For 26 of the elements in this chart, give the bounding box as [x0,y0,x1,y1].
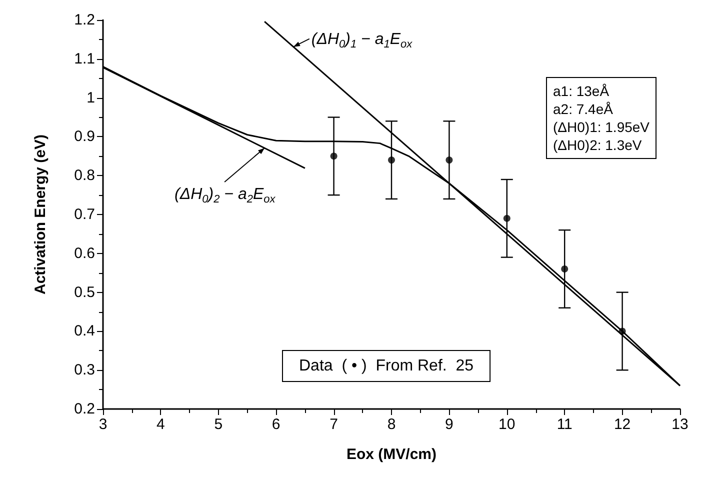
x-tick-label: 7 [330,416,338,433]
x-tick-label: 5 [214,416,223,433]
annotation: a1: 13eÅ a2: 7.4eÅ (ΔH0)1: 1.95eV (ΔH0)2: 1.3eV [553,83,650,153]
x-tick-label: 6 [272,416,280,433]
y-axis-title: Activation Energy (eV) [32,134,49,295]
y-tick-label: 0.6 [74,244,95,262]
x-tick-label: 3 [98,416,108,433]
y-tick-label: 0.8 [74,167,95,184]
y-tick-label: 0.9 [74,128,95,146]
x-tick-label: 8 [387,416,396,433]
x-tick-label: 12 [614,416,631,433]
x-tick-label: 4 [156,416,165,433]
y-tick-label: 0.2 [74,400,95,418]
y-tick-label: 0.5 [74,284,95,301]
x-tick-label: 9 [445,416,454,433]
y-tick-label: 1.1 [74,50,95,68]
y-tick-label: 0.7 [74,206,95,223]
y-tick-label: 0.3 [74,362,95,379]
y-tick-label: 1.2 [74,12,95,28]
y-tick-label: 1 [86,89,95,106]
annotation: Data ( • ) From Ref. 25 [299,358,474,374]
x-tick-label: 11 [556,416,572,433]
x-axis-title: Eox (MV/cm) [346,446,437,463]
x-tick-label: 10 [498,416,516,433]
y-tick-label: 0.4 [74,322,95,340]
x-tick-label: 13 [672,416,688,433]
